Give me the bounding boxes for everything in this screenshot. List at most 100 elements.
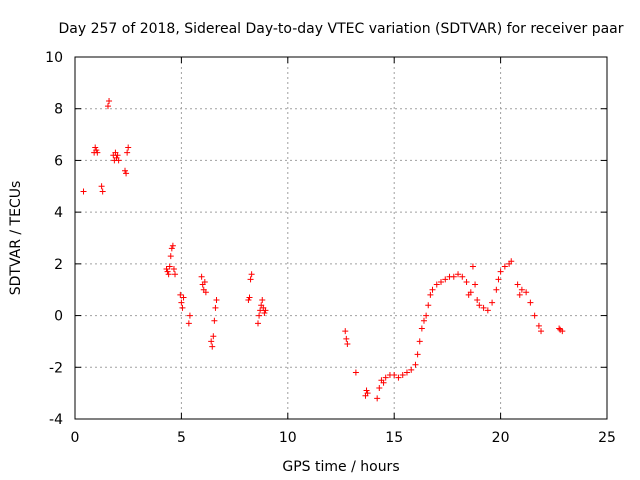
data-point [364, 390, 371, 397]
data-point [489, 299, 496, 306]
data-point [395, 374, 402, 381]
data-point [414, 351, 421, 358]
data-point [168, 245, 175, 252]
data-point [245, 297, 252, 304]
data-point [450, 273, 457, 280]
data-point [212, 304, 219, 311]
data-point [501, 263, 508, 270]
data-point [427, 291, 434, 298]
data-point [106, 97, 113, 104]
data-point [164, 268, 171, 275]
data-point [538, 328, 545, 335]
x-tick-label: 20 [492, 430, 510, 446]
y-tick-label: 6 [54, 153, 63, 169]
data-point [185, 320, 192, 327]
data-point [476, 302, 483, 309]
data-point [115, 157, 122, 164]
data-point [433, 281, 440, 288]
data-point [343, 335, 350, 342]
data-point [420, 317, 427, 324]
data-point [516, 291, 523, 298]
data-point [165, 271, 172, 278]
data-point [459, 273, 466, 280]
data-point [172, 271, 179, 278]
data-point [418, 325, 425, 332]
x-tick-label: 15 [385, 430, 403, 446]
y-tick-label: 4 [54, 205, 63, 221]
data-point [429, 286, 436, 293]
data-point [92, 144, 99, 151]
data-point [208, 338, 215, 345]
data-point [408, 366, 415, 373]
data-point [518, 286, 525, 293]
data-point [178, 299, 185, 306]
data-point [469, 263, 476, 270]
data-point [170, 266, 177, 273]
data-point [495, 276, 502, 283]
y-tick-label: 2 [54, 257, 63, 273]
data-point [247, 276, 254, 283]
grid-lines [75, 57, 607, 419]
data-point [380, 379, 387, 386]
data-point [412, 361, 419, 368]
data-point [374, 395, 381, 402]
data-point [527, 299, 534, 306]
x-tick-label: 25 [598, 430, 616, 446]
data-point [261, 309, 268, 316]
x-tick-label: 5 [177, 430, 186, 446]
data-point [123, 170, 130, 177]
data-point [416, 338, 423, 345]
y-tick-label: 8 [54, 102, 63, 118]
y-tick-label: 10 [45, 50, 63, 66]
data-point [124, 149, 131, 156]
data-point [179, 304, 186, 311]
data-point [382, 374, 389, 381]
data-point [104, 103, 111, 110]
data-point [497, 268, 504, 275]
data-point [186, 312, 193, 319]
data-point [484, 307, 491, 314]
y-tick-label: -2 [49, 360, 63, 376]
data-point [98, 183, 105, 190]
data-point [211, 317, 218, 324]
data-point [344, 341, 351, 348]
x-tick-label: 0 [71, 430, 80, 446]
data-point [480, 304, 487, 311]
data-point [508, 258, 515, 265]
y-tick-label: 0 [54, 309, 63, 325]
data-point [467, 289, 474, 296]
data-point [99, 188, 106, 195]
data-point [201, 278, 208, 285]
data-point [399, 372, 406, 379]
data-point [474, 297, 481, 304]
data-point [209, 343, 216, 350]
data-point [198, 273, 205, 280]
data-point [122, 167, 129, 174]
data-point [559, 328, 566, 335]
data-point [163, 266, 170, 273]
data-point [167, 253, 174, 260]
data-point [442, 276, 449, 283]
data-point [114, 152, 121, 159]
chart-title: Day 257 of 2018, Sidereal Day-to-day VTE… [58, 21, 623, 37]
data-point [514, 281, 521, 288]
data-point [93, 147, 100, 154]
data-point [125, 144, 132, 151]
data-point [257, 307, 264, 314]
data-point [169, 242, 176, 249]
data-point [342, 328, 349, 335]
x-axis-label: GPS time / hours [282, 459, 399, 475]
data-point [531, 312, 538, 319]
data-point [259, 297, 266, 304]
data-point [210, 333, 217, 340]
data-points [80, 97, 566, 402]
y-axis-label: SDTVAR / TECUs [8, 181, 24, 296]
data-point [166, 263, 173, 270]
data-point [80, 188, 87, 195]
data-point [535, 322, 542, 329]
data-point [438, 278, 445, 285]
data-point [403, 369, 410, 376]
data-point [246, 294, 253, 301]
data-point [556, 325, 563, 332]
